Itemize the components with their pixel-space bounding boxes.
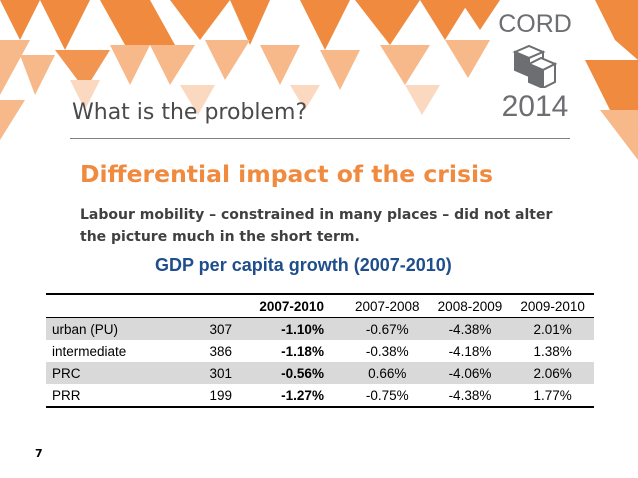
cell-2009-2010: 2.06% bbox=[533, 365, 572, 381]
table-row: PRC 301 -0.56% 0.66% -4.06% 2.06% bbox=[46, 362, 594, 384]
gdp-growth-table: 2007-2010 2007-2008 2008-2009 2009-2010 … bbox=[46, 293, 594, 408]
cell-2007-2008: -0.75% bbox=[365, 387, 409, 403]
cell-2007-2008: -0.38% bbox=[365, 343, 409, 359]
header-2009-2010: 2009-2010 bbox=[520, 298, 585, 314]
cell-2008-2009: -4.38% bbox=[448, 387, 492, 403]
header-count bbox=[176, 294, 246, 318]
body-paragraph: Labour mobility – constrained in many pl… bbox=[80, 207, 553, 245]
cell-region: PRC bbox=[52, 365, 81, 381]
page-number: 7 bbox=[35, 447, 43, 460]
table-row: PRR 199 -1.27% -0.75% -4.38% 1.77% bbox=[46, 384, 594, 407]
cell-2008-2009: -4.06% bbox=[448, 365, 492, 381]
cell-count: 199 bbox=[209, 387, 232, 403]
slide-subtitle: Differential impact of the crisis bbox=[80, 160, 493, 188]
header-2008-2009: 2008-2009 bbox=[437, 298, 503, 314]
cell-2007-2010: -1.18% bbox=[281, 343, 324, 359]
cell-2008-2009: -4.38% bbox=[448, 321, 492, 337]
cell-2007-2010: -1.10% bbox=[281, 321, 324, 337]
logo-year-text: 2014 bbox=[501, 90, 569, 123]
cell-2007-2008: 0.66% bbox=[368, 365, 407, 381]
cell-region: urban (PU) bbox=[52, 321, 119, 337]
cell-2007-2008: -0.67% bbox=[365, 321, 409, 337]
cell-region: PRR bbox=[52, 387, 81, 403]
cell-2009-2010: 1.77% bbox=[533, 387, 572, 403]
logo-cord-text: CORD bbox=[498, 10, 572, 38]
table-row: urban (PU) 307 -1.10% -0.67% -4.38% 2.01… bbox=[46, 317, 594, 340]
cell-count: 307 bbox=[209, 321, 232, 337]
table-row: intermediate 386 -1.18% -0.38% -4.18% 1.… bbox=[46, 340, 594, 362]
cell-2009-2010: 1.38% bbox=[533, 343, 572, 359]
cell-2007-2010: -0.56% bbox=[281, 365, 324, 381]
title-divider bbox=[70, 138, 570, 139]
cell-2009-2010: 2.01% bbox=[533, 321, 572, 337]
cord-2014-logo: CORD 2014 bbox=[490, 10, 580, 130]
cell-2008-2009: -4.18% bbox=[448, 343, 492, 359]
cell-count: 301 bbox=[209, 365, 232, 381]
cell-2007-2010: -1.27% bbox=[281, 387, 324, 403]
header-2007-2010: 2007-2010 bbox=[259, 298, 324, 314]
cell-count: 386 bbox=[209, 343, 232, 359]
table-title: GDP per capita growth (2007-2010) bbox=[155, 255, 452, 275]
cell-region: intermediate bbox=[52, 343, 127, 359]
table-header-row: 2007-2010 2007-2008 2008-2009 2009-2010 bbox=[46, 294, 594, 318]
cube-icon bbox=[512, 44, 558, 88]
slide-title: What is the problem? bbox=[72, 100, 308, 125]
header-2007-2008: 2007-2008 bbox=[355, 298, 420, 314]
header-region bbox=[46, 294, 176, 318]
